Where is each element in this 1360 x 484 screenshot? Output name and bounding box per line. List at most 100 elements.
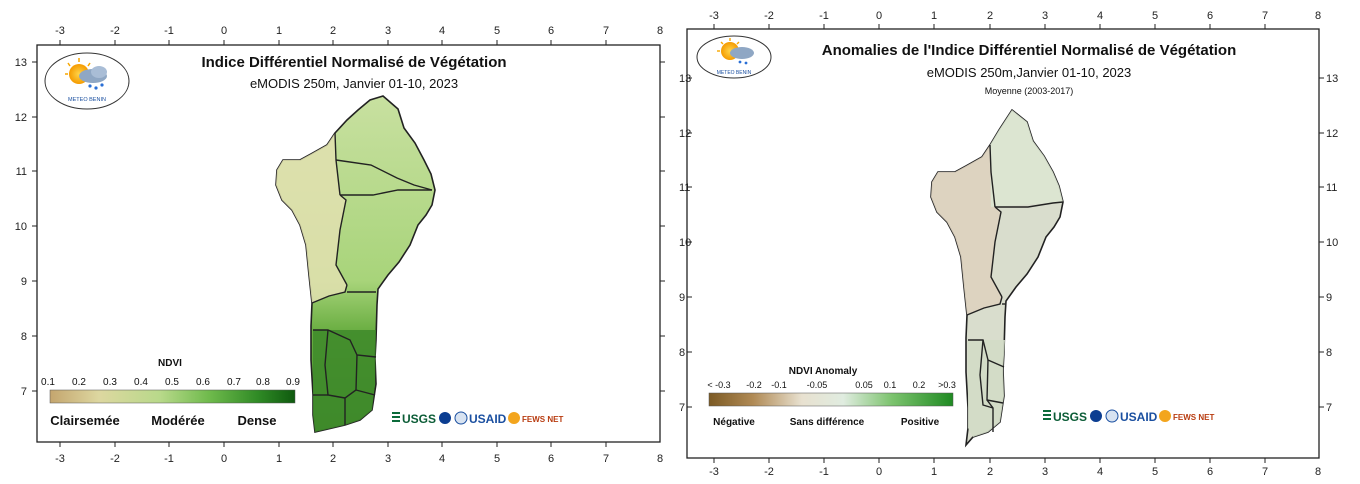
y-tick: 10 xyxy=(679,237,691,249)
x-tick: -3 xyxy=(55,25,65,37)
x-tick: 2 xyxy=(987,10,993,22)
legend-label: Sans différence xyxy=(790,417,865,428)
x-tick: 8 xyxy=(657,25,663,37)
map-subtitle: eMODIS 250m,Janvier 01-10, 2023 xyxy=(927,65,1132,80)
x-axis-bottom: -3 -2 -1 0 1 2 3 4 5 6 7 8 xyxy=(709,458,1321,478)
x-tick: 2 xyxy=(987,466,993,478)
x-tick: 6 xyxy=(548,25,554,37)
x-tick: 0 xyxy=(876,10,882,22)
logo-text: METEO BENIN xyxy=(68,97,106,103)
map-baseline: Moyenne (2003-2017) xyxy=(985,86,1074,96)
x-tick: 8 xyxy=(1315,10,1321,22)
legend-value: 0.8 xyxy=(256,377,270,388)
x-tick: 7 xyxy=(1262,10,1268,22)
x-tick: 8 xyxy=(1315,466,1321,478)
x-tick: 5 xyxy=(1152,466,1158,478)
fews-net-logo: FEWS NET xyxy=(522,415,563,424)
fews-net-logo: FEWS NET xyxy=(1173,413,1214,422)
x-tick: 0 xyxy=(221,25,227,37)
x-axis-top: -3 -2 -1 0 1 2 3 4 5 6 7 8 xyxy=(55,25,663,45)
y-tick: 8 xyxy=(21,331,27,343)
legend-label: Modérée xyxy=(151,413,204,428)
x-tick: 2 xyxy=(330,25,336,37)
x-tick: 7 xyxy=(603,453,609,465)
y-axis-right: 13 12 11 10 9 8 7 xyxy=(1319,73,1338,414)
nasa-logo xyxy=(439,412,451,424)
y-tick: 12 xyxy=(679,128,691,140)
x-tick: 2 xyxy=(330,453,336,465)
x-tick: 1 xyxy=(931,466,937,478)
legend-value: 0.3 xyxy=(103,377,117,388)
legend-colorbar xyxy=(49,389,296,404)
usgs-logo: USGS xyxy=(402,412,436,426)
legend-value: -0.05 xyxy=(807,380,828,390)
x-tick: 3 xyxy=(1042,10,1048,22)
ndvi-map: -3 -2 -1 0 1 2 3 4 5 6 7 8 -3 -2 -1 0 1 … xyxy=(15,25,665,465)
logo-text: METEO BENIN xyxy=(717,70,752,76)
partner-logos: USGS USAID FEWS NET xyxy=(392,411,563,426)
y-tick: 11 xyxy=(1326,182,1337,194)
x-tick: -2 xyxy=(764,466,774,478)
y-tick: 7 xyxy=(1326,402,1332,414)
y-tick: 12 xyxy=(1326,128,1338,140)
x-tick: 1 xyxy=(276,25,282,37)
meteo-benin-logo: METEO BENIN xyxy=(44,52,130,110)
legend-value: 0.6 xyxy=(196,377,210,388)
legend-value: 0.4 xyxy=(134,377,148,388)
legend-value: 0.1 xyxy=(884,380,897,390)
ndvi-map-panel: -3 -2 -1 0 1 2 3 4 5 6 7 8 -3 -2 -1 0 1 … xyxy=(0,0,672,479)
x-axis-bottom: -3 -2 -1 0 1 2 3 4 5 6 7 8 xyxy=(55,442,663,465)
legend-title: NDVI Anomaly xyxy=(789,366,858,377)
x-tick: 3 xyxy=(385,25,391,37)
legend-value: 0.1 xyxy=(41,377,55,388)
x-tick: -2 xyxy=(110,453,120,465)
legend-value: 0.2 xyxy=(913,380,926,390)
x-axis-top: -3 -2 -1 0 1 2 3 4 5 6 7 8 xyxy=(709,10,1321,29)
legend-value: 0.7 xyxy=(227,377,241,388)
x-tick: -1 xyxy=(164,453,174,465)
legend-label: Négative xyxy=(713,417,755,428)
fews-globe-icon xyxy=(1159,410,1171,422)
x-tick: 1 xyxy=(276,453,282,465)
y-tick: 12 xyxy=(15,112,27,124)
legend-value: >0.3 xyxy=(938,380,956,390)
x-tick: 3 xyxy=(1042,466,1048,478)
legend-label: Positive xyxy=(901,417,940,428)
usaid-logo: USAID xyxy=(469,412,507,426)
y-tick: 9 xyxy=(1326,292,1332,304)
legend-label: Clairsemée xyxy=(50,413,119,428)
x-tick: -1 xyxy=(164,25,174,37)
x-tick: 7 xyxy=(603,25,609,37)
x-tick: 4 xyxy=(439,25,445,37)
x-tick: -2 xyxy=(764,10,774,22)
benin-ndvi-shape xyxy=(275,95,436,433)
x-tick: 6 xyxy=(1207,466,1213,478)
partner-logos: USGS USAID FEWS NET xyxy=(1043,409,1214,424)
usaid-seal-icon xyxy=(1105,409,1119,423)
ndvi-anomaly-map-panel: -3 -2 -1 0 1 2 3 4 5 6 7 8 -3 -2 -1 0 1 … xyxy=(676,0,1360,479)
x-tick: -3 xyxy=(709,10,719,22)
y-tick: 13 xyxy=(1326,73,1338,85)
usaid-seal-icon xyxy=(454,411,468,425)
x-tick: -2 xyxy=(110,25,120,37)
x-tick: 5 xyxy=(1152,10,1158,22)
x-tick: 0 xyxy=(876,466,882,478)
x-tick: 5 xyxy=(494,25,500,37)
x-tick: -1 xyxy=(819,10,829,22)
y-tick: 9 xyxy=(679,292,685,304)
y-axis-left: 13 12 11 10 9 8 7 xyxy=(15,57,37,398)
usgs-logo: USGS xyxy=(1053,410,1087,424)
y-tick: 8 xyxy=(1326,347,1332,359)
meteo-benin-logo: METEO BENIN xyxy=(696,35,772,79)
y-tick: 13 xyxy=(679,73,691,85)
x-tick: 6 xyxy=(548,453,554,465)
y-tick: 11 xyxy=(679,182,690,194)
usaid-logo: USAID xyxy=(1120,410,1158,424)
x-tick: -3 xyxy=(55,453,65,465)
legend-label: Dense xyxy=(237,413,276,428)
legend-value: 0.05 xyxy=(855,380,873,390)
x-tick: 3 xyxy=(385,453,391,465)
y-tick: 10 xyxy=(1326,237,1338,249)
x-tick: 6 xyxy=(1207,10,1213,22)
x-tick: 0 xyxy=(221,453,227,465)
